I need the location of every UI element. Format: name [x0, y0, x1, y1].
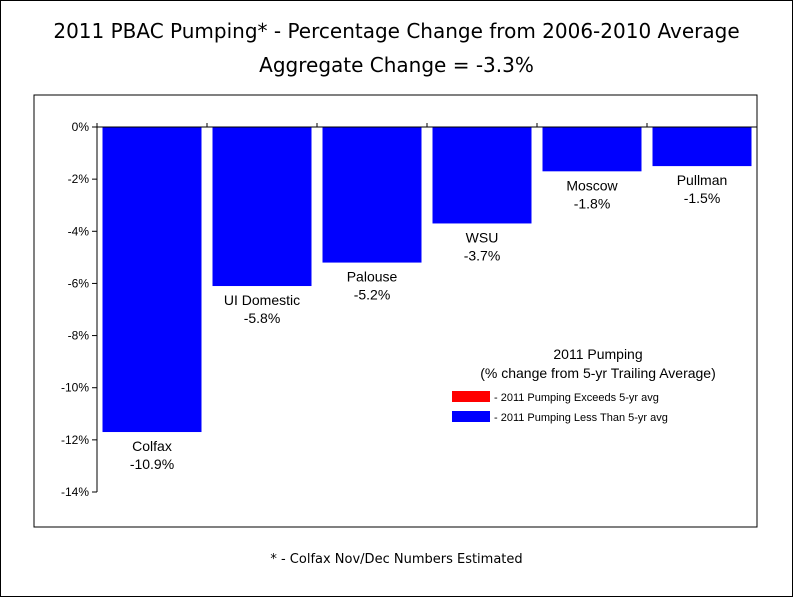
bar-pullman — [652, 127, 752, 167]
y-tick-label: -12% — [61, 433, 89, 447]
legend-swatch — [452, 411, 490, 422]
category-label: Palouse — [347, 269, 398, 285]
legend-entry-label: - 2011 Pumping Exceeds 5-yr avg — [494, 392, 659, 404]
y-tick-label: -4% — [68, 224, 90, 238]
legend-swatch — [452, 391, 490, 402]
legend-entry-label: - 2011 Pumping Less Than 5-yr avg — [494, 412, 668, 424]
bar-wsu — [432, 127, 532, 224]
data-label: -1.5% — [684, 190, 721, 206]
category-label: UI Domestic — [224, 292, 300, 308]
data-label: -5.8% — [244, 310, 281, 326]
category-label: Colfax — [132, 438, 172, 454]
category-label: Pullman — [677, 172, 728, 188]
data-label: -5.2% — [354, 287, 391, 303]
footnote: * - Colfax Nov/Dec Numbers Estimated — [270, 552, 523, 567]
bar-palouse — [322, 127, 422, 263]
y-tick-label: -10% — [61, 381, 89, 395]
y-tick-label: -2% — [68, 172, 90, 186]
bar-colfax — [102, 127, 202, 433]
bar-ui-domestic — [212, 127, 312, 287]
chart-title: 2011 PBAC Pumping* - Percentage Change f… — [53, 19, 740, 43]
bar-moscow — [542, 127, 642, 172]
data-label: -1.8% — [574, 195, 611, 211]
legend-title: 2011 Pumping — [553, 346, 642, 362]
y-tick-label: -6% — [68, 276, 90, 290]
y-tick-label: -14% — [61, 485, 89, 499]
y-tick-label: -8% — [68, 329, 90, 343]
data-label: -3.7% — [464, 247, 501, 263]
y-tick-label: 0% — [72, 120, 90, 134]
data-label: -10.9% — [130, 456, 174, 472]
chart-subtitle: Aggregate Change = -3.3% — [259, 53, 534, 77]
category-label: Moscow — [566, 177, 618, 193]
legend-subtitle: (% change from 5-yr Trailing Average) — [480, 365, 716, 381]
chart-title-block: 2011 PBAC Pumping* - Percentage Change f… — [0, 14, 793, 82]
category-label: WSU — [466, 229, 499, 245]
